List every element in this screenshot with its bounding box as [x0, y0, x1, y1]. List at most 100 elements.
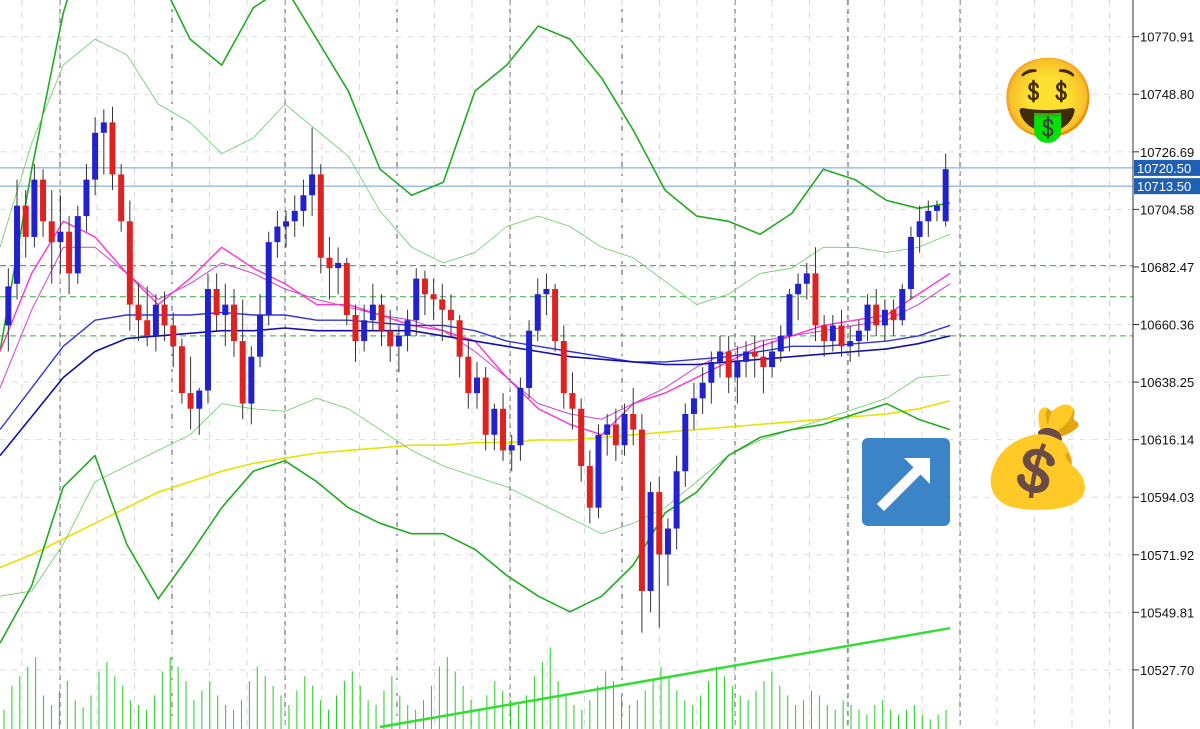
- candle-bull: [222, 304, 229, 316]
- candle-bear: [500, 408, 507, 451]
- candle-bear: [760, 356, 767, 368]
- candle-bear: [560, 341, 567, 394]
- candle-bear: [821, 325, 828, 342]
- candle-bull: [717, 351, 724, 362]
- candle-bull: [508, 445, 515, 451]
- candle-bull: [534, 294, 541, 331]
- candle-bull: [829, 325, 836, 342]
- money-bag-icon: 💰: [978, 401, 1098, 514]
- candle-bear: [612, 424, 619, 446]
- y-tick-label: 10726.69: [1140, 145, 1194, 160]
- candle-bull: [595, 434, 602, 508]
- candle-bull: [916, 221, 923, 237]
- y-axis: 10770.91 10748.80 10726.69 10704.58 10682.47…: [1133, 30, 1194, 678]
- candle-bear: [126, 221, 133, 305]
- candle-bull: [5, 286, 12, 326]
- candle-bull: [682, 413, 689, 472]
- candle-bear: [387, 330, 394, 347]
- candle-bear: [751, 351, 758, 357]
- candle-bull: [92, 132, 99, 180]
- candle-bull: [864, 304, 871, 331]
- candle-bear: [638, 429, 645, 592]
- line-ma_blue_b: [0, 327, 951, 457]
- y-tick-label: 10682.47: [1140, 260, 1194, 275]
- candle-bull: [933, 205, 940, 211]
- candle-bear: [890, 309, 897, 321]
- candle-bear: [378, 304, 385, 331]
- line-bb_upper_2: [0, 0, 951, 352]
- candle-bear: [569, 393, 576, 409]
- indicator-lines: [0, 0, 951, 644]
- candle-bear: [656, 492, 663, 555]
- line-bb_lower_2: [0, 402, 951, 644]
- candle-bear: [447, 309, 454, 321]
- candle-bear: [170, 325, 177, 347]
- candle-bear: [178, 346, 185, 394]
- candle-bull: [543, 288, 550, 295]
- candle-bear: [161, 304, 168, 326]
- candle-bear: [343, 262, 350, 316]
- candle-bear: [838, 325, 845, 347]
- candle-bull: [474, 377, 480, 394]
- candle-bull: [309, 174, 316, 196]
- candle-bear: [109, 122, 116, 175]
- candle-bull: [647, 492, 654, 592]
- candle-bull: [283, 221, 290, 227]
- candle-bear: [439, 299, 446, 310]
- candle-bull: [196, 390, 203, 409]
- candle-bull: [881, 309, 888, 326]
- candle-bull: [604, 424, 611, 435]
- candle-bear: [144, 320, 151, 336]
- y-tick-label: 10704.58: [1140, 202, 1194, 217]
- candle-bear: [456, 320, 463, 357]
- candle-bull: [369, 304, 376, 321]
- candle-bear: [630, 413, 637, 430]
- candle-bull: [855, 330, 862, 342]
- candle-bull: [274, 226, 281, 243]
- arrow-up-right-icon: [862, 438, 950, 526]
- candle-bull: [31, 179, 38, 237]
- y-tick-label: 10638.25: [1140, 375, 1194, 390]
- volume-histogram: [3, 626, 951, 729]
- y-tick-label: 10527.70: [1140, 663, 1194, 678]
- candle-bull: [769, 351, 776, 368]
- y-tick-label: 10748.80: [1140, 87, 1194, 102]
- candle-bull: [204, 288, 211, 391]
- candle-bull: [526, 330, 533, 388]
- candle-bull: [291, 210, 298, 222]
- candle-bear: [578, 408, 585, 467]
- candle-bull: [83, 179, 90, 217]
- candle-bear: [465, 356, 472, 394]
- money-face-icon: 🤑: [999, 54, 1096, 145]
- candle-bear: [725, 351, 732, 378]
- candle-bear: [812, 273, 819, 326]
- candle-bear: [586, 466, 593, 508]
- price-tag-box: [1134, 159, 1200, 176]
- candle-bull: [690, 398, 697, 414]
- line-ma_yellow: [0, 400, 951, 569]
- support-resistance-levels: [0, 265, 1133, 337]
- y-tick-label: 10660.36: [1140, 318, 1194, 333]
- price-tag-label: 10720.50: [1137, 161, 1191, 176]
- candle-bull: [152, 304, 159, 336]
- candle-bull: [786, 294, 793, 336]
- candle-bull: [300, 195, 307, 211]
- volume-ma-line: [379, 626, 951, 729]
- candle-bull: [743, 351, 750, 362]
- candle-bear: [187, 393, 194, 409]
- y-tick-label: 10770.91: [1140, 30, 1194, 45]
- candle-bear: [482, 377, 489, 435]
- candle-bear: [135, 304, 142, 321]
- candle-bear: [352, 315, 359, 342]
- candle-bull: [491, 408, 498, 435]
- candle-bear: [48, 221, 55, 243]
- candle-bull: [257, 315, 264, 357]
- candle-bull: [907, 236, 914, 289]
- candle-bear: [326, 257, 333, 269]
- candle-bear: [66, 231, 73, 274]
- candle-bull: [673, 471, 680, 529]
- y-tick-label: 10549.81: [1140, 605, 1194, 620]
- candle-bull: [265, 242, 272, 316]
- candle-bear: [118, 174, 125, 222]
